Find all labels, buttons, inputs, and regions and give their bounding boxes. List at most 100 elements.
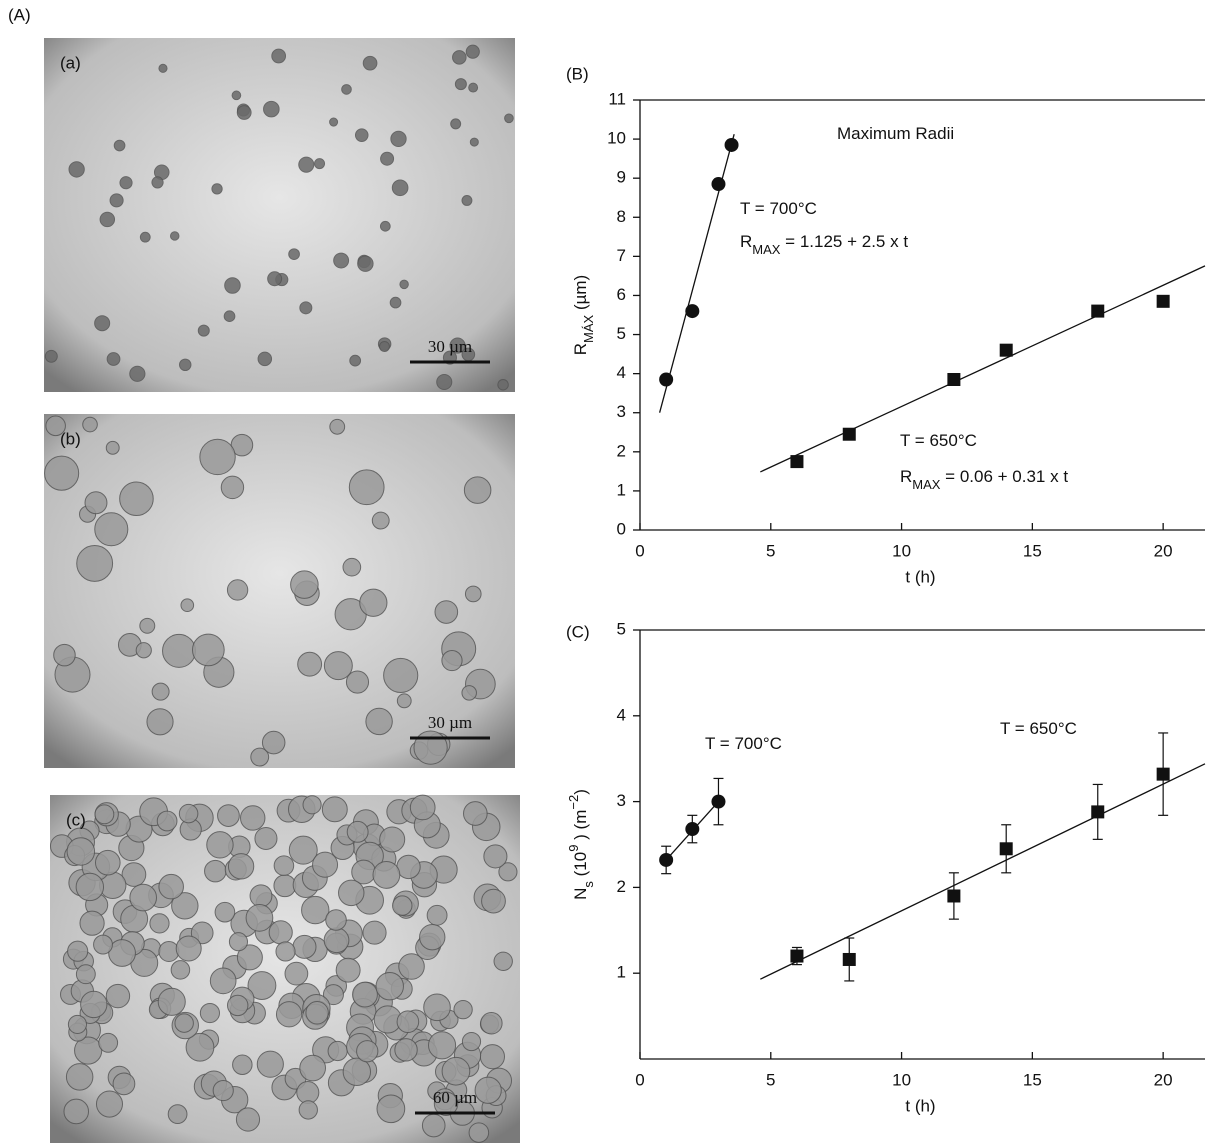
point — [1091, 805, 1105, 819]
cell — [498, 862, 518, 882]
cell — [345, 670, 370, 694]
scale-bar-label: 60 µm — [433, 1088, 477, 1107]
fit-line — [658, 134, 735, 413]
cell — [94, 849, 121, 876]
panel-label: (A) — [8, 5, 31, 24]
cell — [375, 971, 404, 1001]
cell — [185, 1032, 215, 1062]
cell — [171, 892, 199, 920]
cell — [302, 795, 322, 815]
cell — [119, 481, 154, 517]
cell — [436, 373, 453, 391]
cell — [135, 642, 152, 659]
cell — [151, 682, 170, 701]
cell — [305, 1001, 329, 1025]
cell — [421, 1113, 446, 1138]
point — [947, 373, 961, 386]
cell — [399, 279, 409, 290]
cell — [158, 941, 180, 962]
cell — [240, 805, 266, 831]
cell — [247, 971, 277, 1000]
point — [790, 949, 804, 963]
cell — [376, 1094, 406, 1124]
cell — [292, 934, 317, 959]
cell — [174, 1013, 194, 1033]
y-axis-label-part: R — [571, 343, 590, 355]
cell — [298, 1100, 318, 1120]
cell — [409, 794, 436, 821]
micrograph — [44, 38, 515, 392]
cell — [261, 730, 286, 755]
cell — [63, 1098, 90, 1125]
cell — [301, 895, 330, 925]
point — [685, 304, 700, 319]
cell — [474, 1076, 502, 1104]
cell — [76, 545, 114, 582]
cell — [441, 649, 463, 672]
cell — [220, 475, 245, 500]
y-tick-label: 0 — [617, 519, 626, 538]
cell — [227, 994, 249, 1017]
point — [724, 137, 739, 152]
cell — [389, 296, 402, 309]
cell — [249, 884, 273, 908]
point — [1091, 304, 1105, 318]
y-axis-label-part: 9 — [566, 845, 581, 852]
panel-label: (C) — [566, 622, 590, 641]
cell — [273, 874, 297, 898]
y-tick-label: 11 — [608, 89, 626, 108]
cell — [169, 231, 180, 241]
cell — [433, 1091, 459, 1117]
cell — [254, 826, 278, 850]
cell — [441, 1056, 471, 1086]
cell — [44, 455, 80, 491]
annotation-part: T = 650°C — [1000, 719, 1077, 738]
cell — [413, 730, 448, 765]
point — [659, 852, 674, 867]
cell — [362, 920, 387, 945]
y-axis-label: RMÁX (µm) — [571, 275, 595, 355]
cell — [151, 176, 164, 189]
y-tick-label: 1 — [617, 480, 626, 499]
annotation-part: = 0.06 + 0.31 x t — [940, 467, 1068, 486]
cell — [44, 349, 58, 363]
x-tick-label: 0 — [635, 541, 644, 560]
cell — [224, 277, 241, 294]
annotation-part: T = 650°C — [900, 431, 977, 450]
cell — [396, 854, 421, 880]
cell — [390, 130, 407, 148]
y-tick-label: 5 — [617, 324, 626, 343]
annotation: RMAX = 0.06 + 0.31 x t — [900, 467, 1068, 491]
y-axis-label-part: (µm) — [571, 275, 590, 315]
point — [947, 889, 961, 903]
cell — [211, 183, 223, 195]
y-tick-label: 9 — [617, 168, 626, 187]
cell — [175, 935, 202, 962]
micrograph — [44, 414, 515, 768]
x-tick-label: 5 — [766, 1070, 775, 1089]
point — [999, 343, 1013, 357]
cell — [121, 862, 147, 887]
cell — [449, 337, 466, 354]
cell — [348, 469, 385, 506]
cell — [465, 44, 480, 59]
cell — [67, 940, 89, 962]
cell — [312, 851, 339, 878]
cell — [108, 939, 136, 967]
cell — [263, 100, 280, 118]
cell — [461, 1031, 482, 1052]
cell — [217, 804, 240, 827]
cell — [352, 981, 378, 1008]
cell — [158, 873, 184, 900]
cell — [180, 598, 195, 613]
cell — [327, 1040, 348, 1062]
cell — [333, 252, 350, 269]
cell — [129, 883, 158, 912]
cell — [273, 855, 295, 876]
cell — [179, 358, 192, 372]
point — [711, 177, 726, 192]
cell — [109, 193, 124, 208]
cell — [245, 904, 274, 932]
cell — [461, 685, 477, 701]
